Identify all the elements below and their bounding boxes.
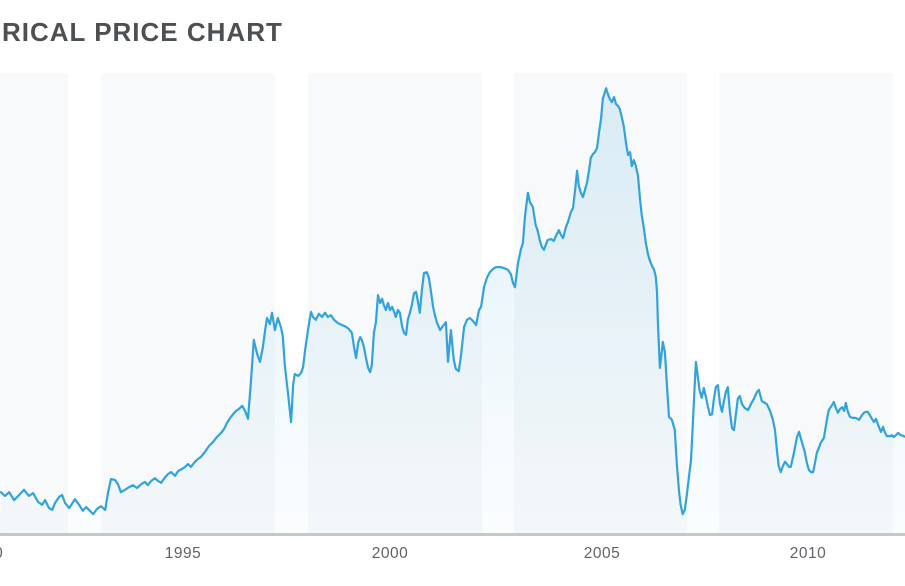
x-tick-label: 2005 bbox=[583, 545, 621, 562]
price-line[interactable] bbox=[0, 87, 905, 516]
x-tick-label: 2000 bbox=[371, 545, 409, 562]
x-tick-label: 2010 bbox=[789, 545, 827, 562]
background-band bbox=[0, 73, 68, 533]
x-tick-label: 1995 bbox=[164, 545, 202, 562]
x-axis-line bbox=[0, 533, 905, 536]
x-tick-label: 1990 bbox=[0, 545, 3, 563]
area-fill bbox=[0, 88, 905, 534]
page-title: RICAL PRICE CHART bbox=[2, 17, 283, 47]
